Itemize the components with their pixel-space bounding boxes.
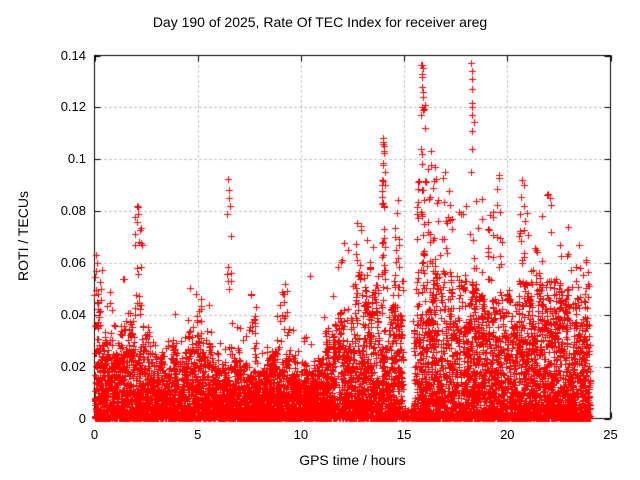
x-tick-label: 25 <box>603 427 618 442</box>
chart-title: Day 190 of 2025, Rate Of TEC Index for r… <box>152 14 488 30</box>
x-tick-label: 10 <box>293 427 309 442</box>
y-tick-label: 0.08 <box>60 203 86 219</box>
x-tick-label: 0 <box>90 427 99 442</box>
y-tick-label: 0.04 <box>60 306 86 322</box>
x-tick-label: 5 <box>194 427 202 442</box>
x-tick-label: 20 <box>500 427 515 442</box>
x-axis-label: GPS time / hours <box>299 452 406 468</box>
y-tick-label: 0.12 <box>60 99 86 115</box>
y-tick-label: 0.06 <box>60 254 86 270</box>
y-axis-label: ROTI / TECUs <box>15 191 31 281</box>
y-tick-label: 0.02 <box>60 358 86 374</box>
x-tick-label: 15 <box>396 427 412 442</box>
y-tick-label: 0 <box>78 410 86 426</box>
y-tick-label: 0.14 <box>60 47 86 63</box>
y-tick-label: 0.1 <box>67 151 86 167</box>
